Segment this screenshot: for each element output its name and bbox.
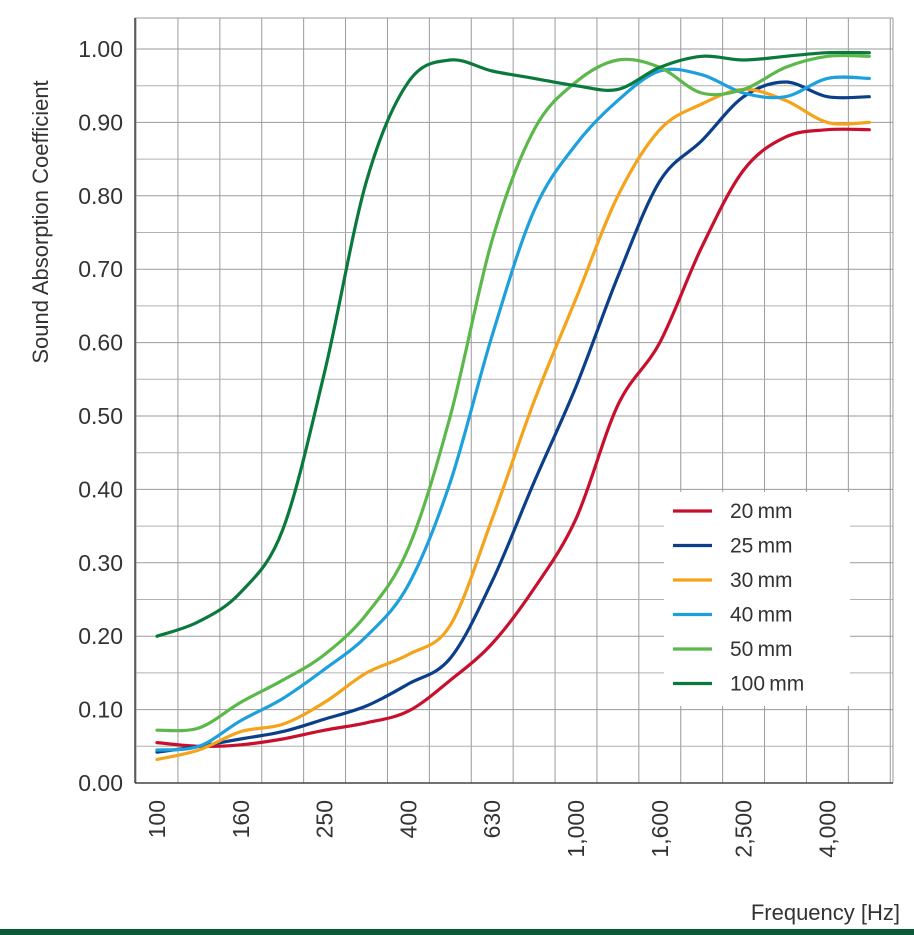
series-line-50mm — [155, 53, 871, 733]
bottom-border — [0, 929, 914, 935]
y-tick-label: 1.00 — [78, 36, 123, 62]
series-line-40mm — [155, 67, 871, 752]
y-tick-label: 0.70 — [78, 256, 123, 282]
y-tick-label: 0.50 — [78, 403, 123, 429]
x-tick-label: 2,500 — [731, 800, 757, 858]
x-tick-label: 1,000 — [563, 800, 589, 858]
x-tick-label: 160 — [228, 800, 254, 838]
legend-label: 25 mm — [730, 535, 793, 558]
series-line-20mm — [155, 127, 871, 749]
x-tick-label: 4,000 — [814, 800, 840, 858]
legend-label: 20 mm — [730, 500, 793, 523]
y-tick-label: 0.30 — [78, 550, 123, 576]
x-tick-label: 630 — [479, 800, 505, 838]
legend-label: 40 mm — [730, 604, 793, 627]
series-lines — [155, 50, 871, 762]
y-tick-label: 0.40 — [78, 476, 123, 502]
y-tick-label: 0.20 — [78, 623, 123, 649]
legend-label: 30 mm — [730, 569, 793, 592]
x-tick-label: 400 — [395, 800, 421, 838]
legend-box — [664, 492, 850, 706]
y-tick-label: 0.60 — [78, 330, 123, 356]
y-tick-label: 0.80 — [78, 183, 123, 209]
y-tick-label: 0.90 — [78, 109, 123, 135]
axes — [134, 18, 893, 784]
legend-label: 50 mm — [730, 638, 793, 661]
x-tick-label: 1,600 — [647, 800, 673, 858]
x-tick-labels: 100 160 250 400 630 1,000 1,600 2,500 4,000 — [144, 800, 840, 858]
series-line-100mm — [155, 50, 871, 638]
legend-label: 100 mm — [730, 673, 804, 696]
series-line-25mm — [155, 80, 871, 754]
x-tick-label: 100 — [144, 800, 170, 838]
y-tick-label: 0.00 — [78, 770, 123, 796]
x-tick-label: 250 — [312, 800, 338, 838]
x-axis-label: Frequency [Hz] — [751, 900, 900, 925]
y-tick-labels: 0.00 0.10 0.20 0.30 0.40 0.50 0.60 0.70 0.80 0.90… — [78, 36, 123, 796]
y-tick-label: 0.10 — [78, 697, 123, 723]
legend: 20 mm 25 mm 30 mm 40 mm 50 mm 100 mm — [664, 492, 850, 706]
y-axis-label: Sound Absorption Coefficient — [28, 80, 53, 363]
